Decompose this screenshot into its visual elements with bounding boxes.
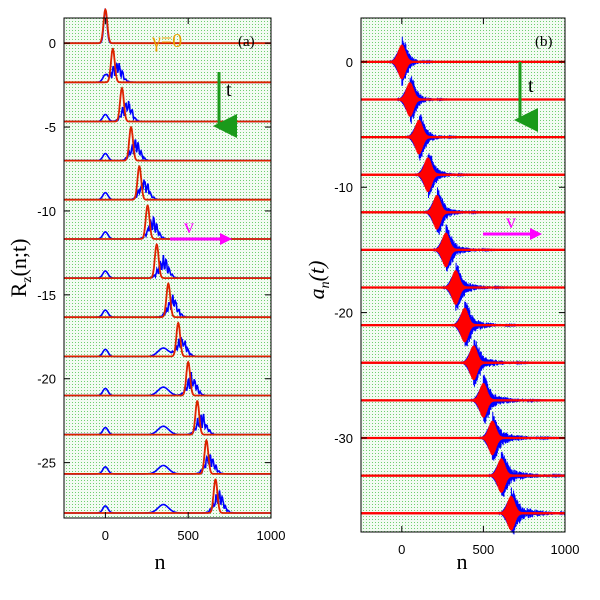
panel-a-xlabel: n bbox=[155, 549, 166, 574]
panel-b-x-tick-label: 500 bbox=[473, 542, 495, 557]
velocity-arrow-a-head bbox=[220, 233, 232, 245]
panel-a-y-tick-label: -10 bbox=[37, 204, 56, 219]
panel-a-curves bbox=[64, 7, 271, 514]
panel-a-y-tick-label: -20 bbox=[37, 372, 56, 387]
gamma-annotation: γ=0 bbox=[151, 30, 182, 52]
panel-a-y-tick-label: -5 bbox=[44, 120, 56, 135]
panel-b-y-tick-label: -20 bbox=[334, 306, 353, 321]
panel-a-red-curve bbox=[64, 360, 271, 397]
panel-a-tag: (a) bbox=[238, 34, 255, 50]
panel-a-red-curve bbox=[64, 126, 271, 162]
panel-a-frame bbox=[63, 17, 272, 519]
panel-a-red-curve bbox=[64, 438, 271, 475]
panel-a-red-curve bbox=[64, 321, 271, 358]
panel-b-curves bbox=[360, 36, 566, 535]
panel-a-red-curve bbox=[64, 165, 271, 201]
panel-a-ylabel-rest: (n;t) bbox=[6, 239, 31, 277]
panel-a-y-tick-label: -25 bbox=[37, 456, 56, 471]
panel-a-y-tick-label: -15 bbox=[37, 288, 56, 303]
panel-b-ylabel-main: a bbox=[304, 288, 329, 299]
velocity-arrow-a-label: v bbox=[184, 216, 194, 238]
panel-b-x-tick-label: 1000 bbox=[551, 542, 580, 557]
panel-a-ylabel-sub: z bbox=[20, 276, 35, 282]
panel-a-ticks: 0 500 1000 0 -5 -10 -15 -20 -25 bbox=[37, 18, 285, 543]
panel-b-ylabel-sub: n bbox=[318, 281, 333, 288]
panel-a-red-curve bbox=[64, 282, 271, 319]
panel-a-x-tick-label: 500 bbox=[177, 528, 199, 543]
panel-b-frame bbox=[360, 17, 566, 533]
panel-b-tag: (b) bbox=[535, 34, 553, 50]
velocity-arrow-b-label: v bbox=[506, 211, 516, 233]
panel-b-y-tick-label: -10 bbox=[334, 180, 353, 195]
panel-a-red-curve bbox=[64, 478, 271, 514]
panel-a-red-curve bbox=[64, 204, 271, 240]
panel-b-ylabel: an(t) bbox=[304, 261, 333, 300]
panel-a-red-curve bbox=[64, 242, 271, 280]
panel-b-xlabel: n bbox=[457, 549, 468, 574]
panel-b-ylabel-rest: (t) bbox=[304, 261, 329, 282]
panel-b-y-tick-label: 0 bbox=[346, 55, 353, 70]
velocity-arrow-b-head bbox=[530, 228, 542, 240]
panel-b-x-tick-label: 0 bbox=[398, 542, 405, 557]
panel-a-red-curve bbox=[64, 7, 271, 45]
panel-a: 0 500 1000 0 -5 -10 -15 -20 -25 (a) γ=0 t v n Rz… bbox=[6, 7, 285, 574]
panel-b-plot-area bbox=[361, 18, 565, 532]
panel-a-x-tick-label: 0 bbox=[102, 528, 109, 543]
panel-a-red-curve bbox=[64, 400, 271, 436]
panel-b-y-tick-label: -30 bbox=[334, 431, 353, 446]
panel-a-red-curve bbox=[64, 47, 271, 84]
panel-a-x-tick-label: 1000 bbox=[257, 528, 286, 543]
panel-a-ylabel-main: R bbox=[6, 282, 31, 297]
panel-a-y-tick-label: 0 bbox=[49, 36, 56, 51]
panel-a-ylabel: Rz(n;t) bbox=[6, 239, 35, 298]
panel-b-ticks: 0 500 1000 0 -10 -20 -30 bbox=[334, 18, 579, 557]
time-arrow-a-label: t bbox=[226, 79, 232, 101]
time-arrow-b-label: t bbox=[528, 75, 534, 97]
